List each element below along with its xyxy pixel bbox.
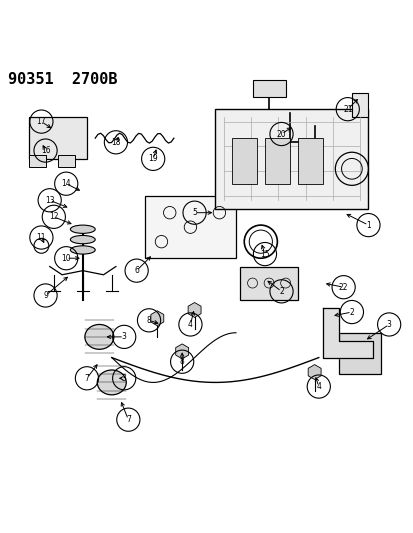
FancyBboxPatch shape	[29, 155, 45, 167]
Text: 22: 22	[338, 282, 347, 292]
Text: 17: 17	[36, 117, 46, 126]
Text: 1: 1	[365, 221, 370, 230]
Text: 6: 6	[134, 266, 139, 275]
Text: 8: 8	[146, 316, 151, 325]
Text: 2: 2	[349, 308, 354, 317]
Text: 3: 3	[121, 333, 126, 341]
FancyBboxPatch shape	[351, 93, 368, 117]
Text: 11: 11	[37, 233, 46, 242]
Text: 19: 19	[148, 155, 158, 163]
Ellipse shape	[70, 236, 95, 244]
Text: 20: 20	[276, 130, 286, 139]
Text: 9: 9	[43, 291, 48, 300]
Text: 16: 16	[40, 146, 50, 155]
Text: 12: 12	[49, 212, 58, 221]
Polygon shape	[322, 308, 372, 358]
FancyBboxPatch shape	[240, 266, 297, 300]
FancyBboxPatch shape	[58, 155, 74, 167]
Ellipse shape	[97, 370, 126, 395]
Text: 13: 13	[45, 196, 55, 205]
Text: 5: 5	[192, 208, 197, 217]
Ellipse shape	[70, 225, 95, 233]
Text: 15: 15	[259, 249, 269, 259]
FancyBboxPatch shape	[231, 138, 256, 184]
Text: 14: 14	[61, 179, 71, 188]
Text: 4: 4	[188, 320, 192, 329]
FancyBboxPatch shape	[145, 196, 235, 258]
Text: 2: 2	[278, 287, 283, 296]
FancyBboxPatch shape	[297, 138, 322, 184]
FancyBboxPatch shape	[339, 333, 380, 374]
FancyBboxPatch shape	[29, 117, 87, 159]
Text: 18: 18	[111, 138, 120, 147]
Text: 21: 21	[342, 104, 351, 114]
Text: 3: 3	[386, 320, 391, 329]
Text: 8: 8	[179, 357, 184, 366]
Text: 10: 10	[61, 254, 71, 263]
Text: 90351  2700B: 90351 2700B	[8, 72, 117, 87]
Text: 4: 4	[316, 382, 320, 391]
Ellipse shape	[85, 325, 114, 349]
FancyBboxPatch shape	[215, 109, 368, 208]
Text: 7: 7	[126, 415, 131, 424]
Text: 3: 3	[121, 374, 126, 383]
FancyBboxPatch shape	[252, 80, 285, 97]
Text: 7: 7	[84, 374, 89, 383]
Ellipse shape	[70, 246, 95, 254]
FancyBboxPatch shape	[264, 138, 289, 184]
